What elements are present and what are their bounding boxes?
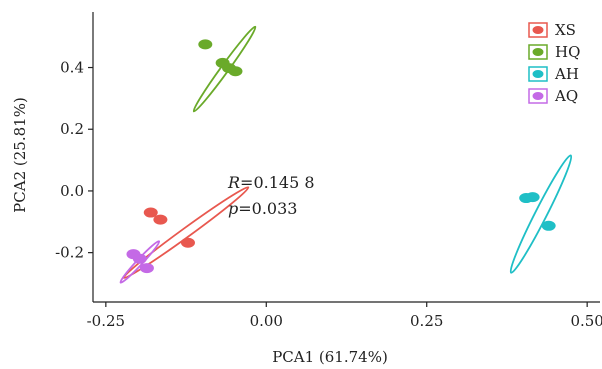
y-tick-label: -0.2 bbox=[55, 244, 84, 262]
legend-item-xs: XS bbox=[528, 21, 576, 39]
confidence-ellipse-ah bbox=[509, 154, 573, 274]
y-tick-label: 0.0 bbox=[60, 182, 84, 200]
data-point-aq bbox=[132, 253, 147, 264]
r-statistic: R=0.145 8 bbox=[227, 173, 315, 192]
r-value: =0.145 8 bbox=[240, 173, 314, 192]
axes: -0.25 0.00 0.25 0.50 -0.2 0.0 0.2 0.4 bbox=[55, 12, 602, 330]
legend-label: HQ bbox=[555, 43, 580, 61]
legend: XS HQ AH AQ bbox=[528, 21, 580, 105]
legend-item-hq: HQ bbox=[528, 43, 580, 61]
legend-label: AQ bbox=[554, 87, 578, 105]
p-statistic: p=0.033 bbox=[228, 199, 297, 218]
legend-marker bbox=[532, 48, 544, 56]
legend-item-ah: AH bbox=[528, 65, 579, 83]
data-point-aq bbox=[139, 263, 154, 274]
p-value: =0.033 bbox=[238, 199, 297, 218]
data-point-xs bbox=[180, 237, 195, 248]
x-tick-label: 0.50 bbox=[570, 312, 602, 330]
data-point-hq bbox=[228, 66, 243, 77]
point-layer bbox=[126, 39, 556, 274]
x-axis-label: PCA1 (61.74%) bbox=[272, 348, 388, 366]
data-point-xs bbox=[153, 214, 168, 225]
r-symbol: R bbox=[227, 173, 240, 192]
x-tick-label: -0.25 bbox=[87, 312, 125, 330]
legend-marker bbox=[532, 92, 544, 100]
p-symbol: p bbox=[228, 199, 238, 218]
data-point-xs bbox=[143, 207, 158, 218]
y-tick-label: 0.4 bbox=[60, 59, 84, 77]
x-tick-label: 0.25 bbox=[410, 312, 443, 330]
legend-label: XS bbox=[555, 21, 576, 39]
legend-marker bbox=[532, 26, 544, 34]
y-ticks: -0.2 0.0 0.2 0.4 bbox=[55, 59, 93, 262]
statistics-annotation: R=0.145 8 p=0.033 bbox=[227, 173, 315, 218]
plot-area bbox=[119, 25, 573, 284]
data-point-ah bbox=[525, 192, 540, 203]
data-point-ah bbox=[541, 220, 556, 231]
legend-item-aq: AQ bbox=[528, 87, 578, 105]
data-point-hq bbox=[198, 39, 213, 50]
x-ticks: -0.25 0.00 0.25 0.50 bbox=[87, 302, 602, 330]
y-axis-label: PCA2 (25.81%) bbox=[11, 97, 29, 213]
legend-marker bbox=[532, 70, 544, 78]
legend-label: AH bbox=[554, 65, 579, 83]
y-tick-label: 0.2 bbox=[60, 120, 84, 138]
x-tick-label: 0.00 bbox=[250, 312, 283, 330]
